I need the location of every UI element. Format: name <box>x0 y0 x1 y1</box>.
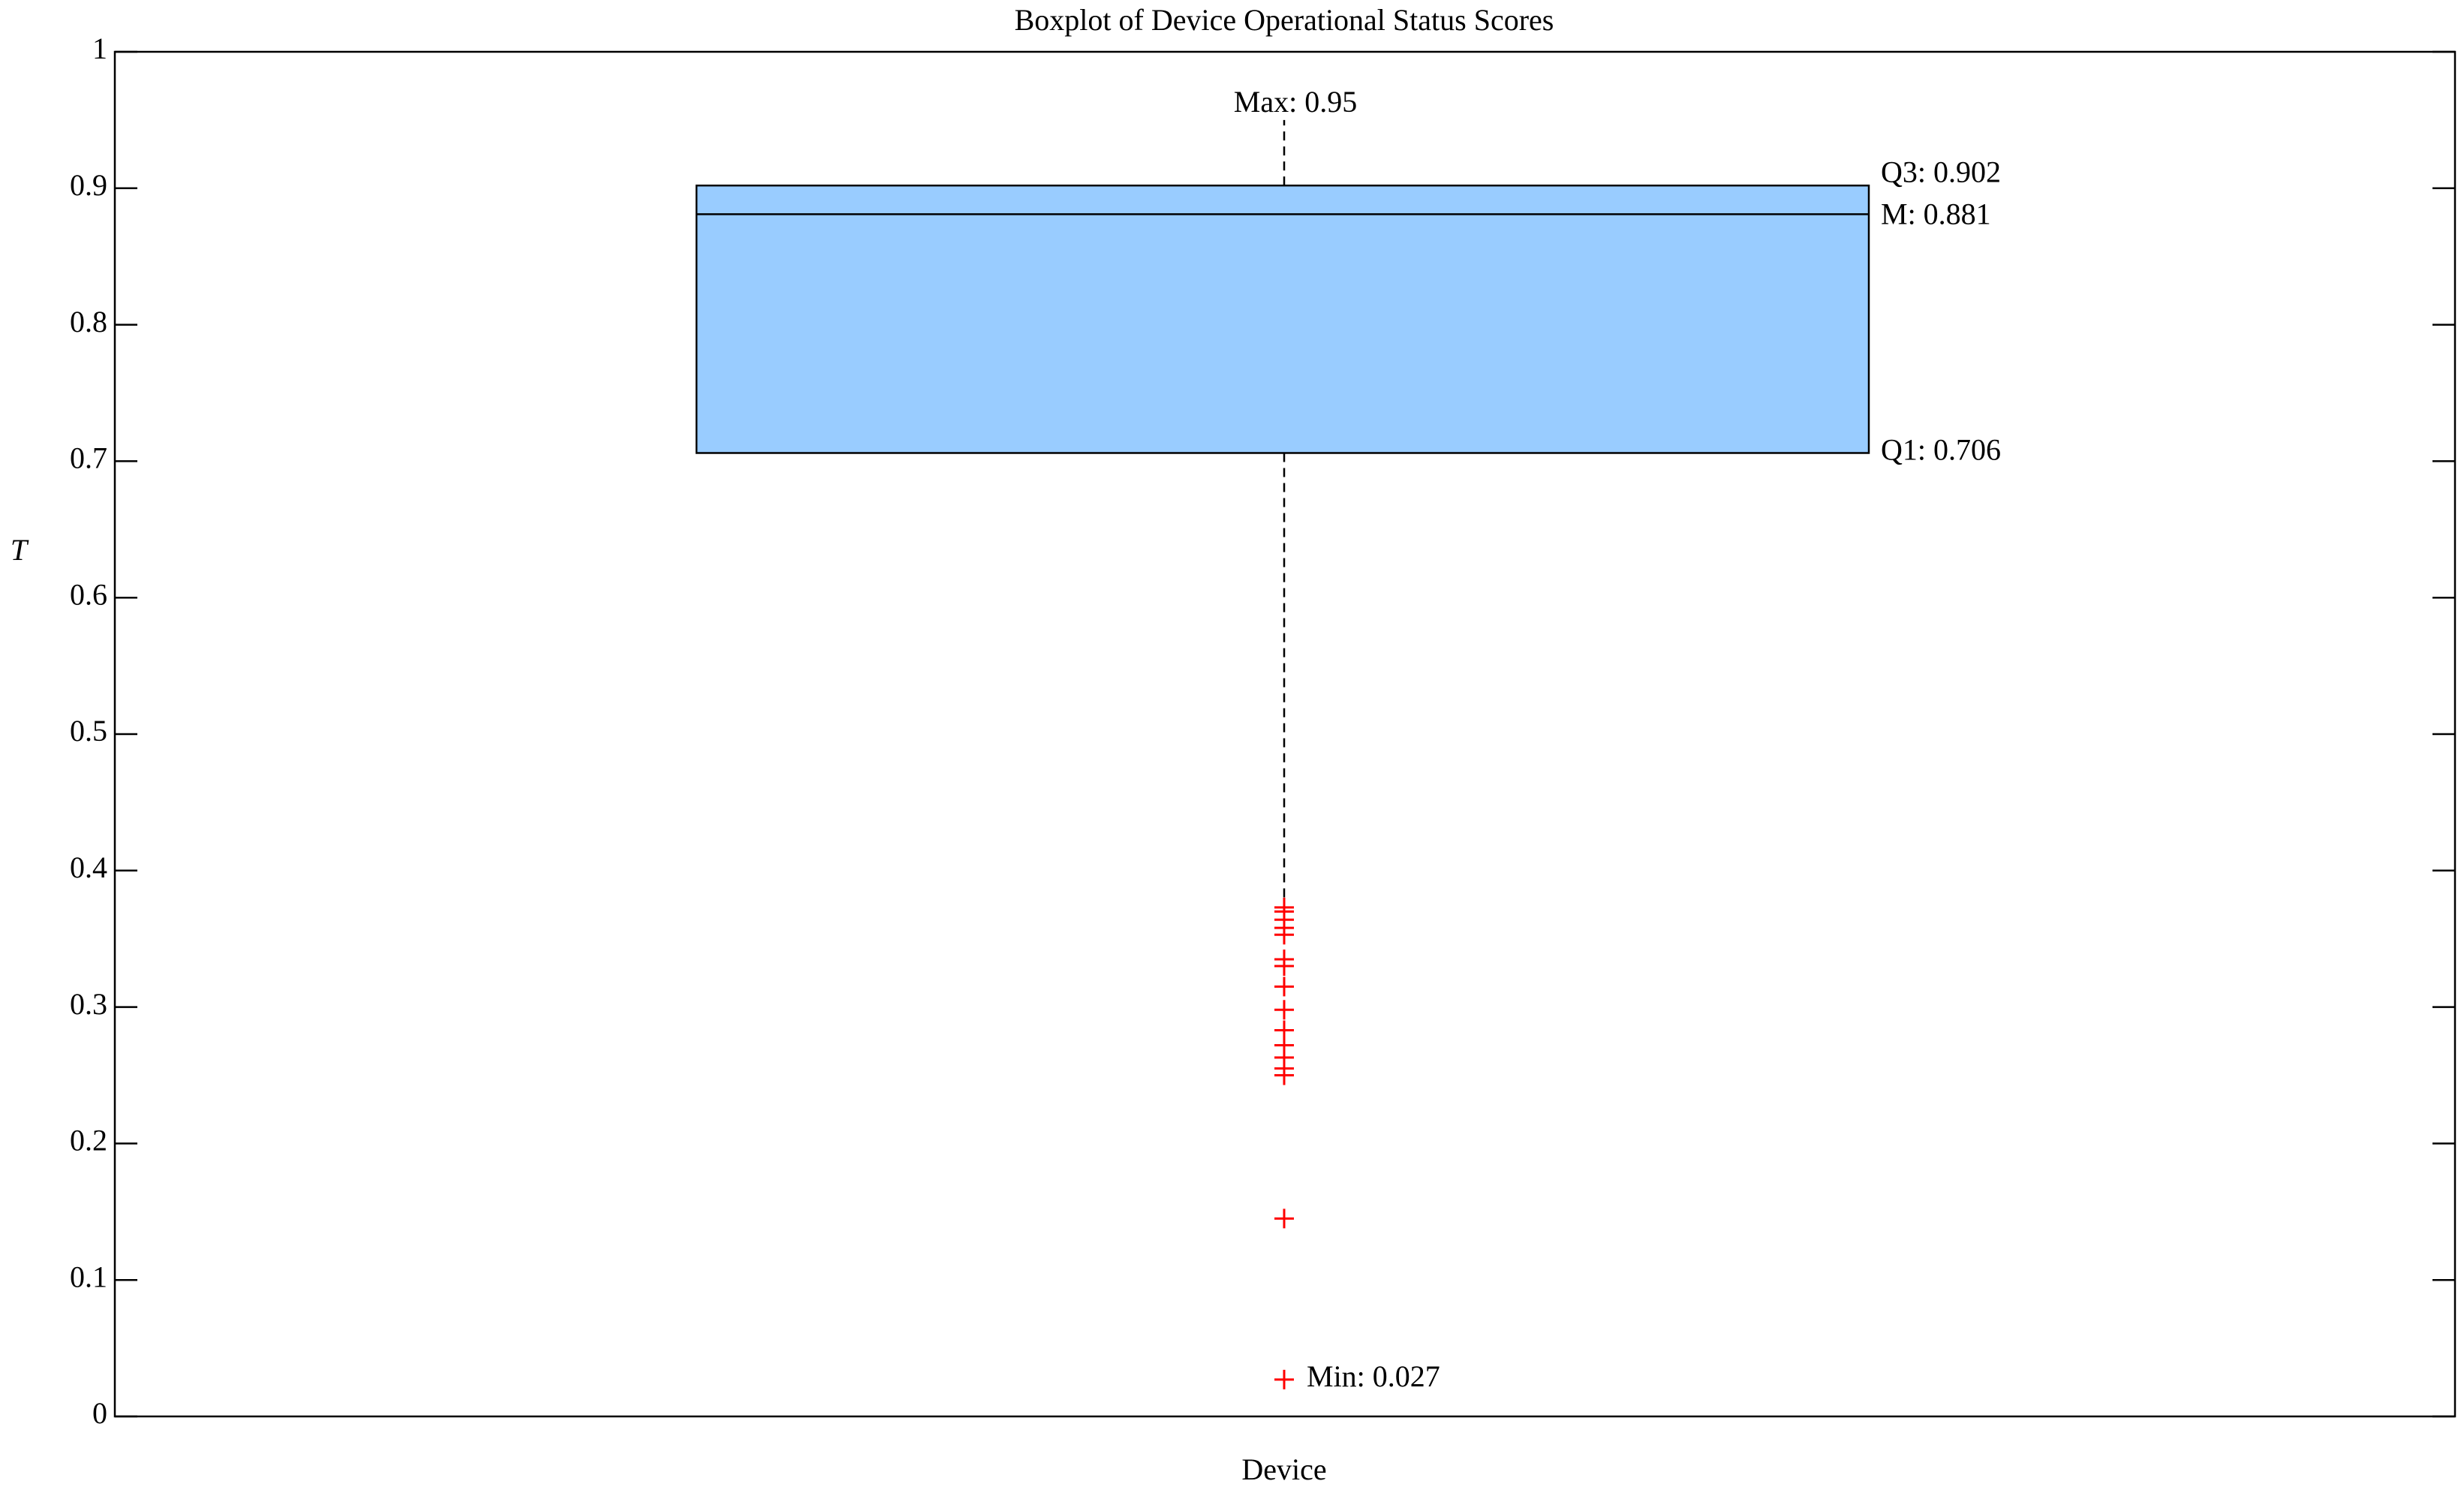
y-tick-label: 0.4 <box>70 850 107 884</box>
y-tick-label: 0.6 <box>70 577 107 611</box>
y-tick-label: 0.5 <box>70 714 107 748</box>
outlier <box>1274 956 1294 977</box>
y-tick-label: 0.9 <box>70 168 107 202</box>
box <box>695 184 1870 454</box>
data-label: Max: 0.95 <box>1234 85 1357 119</box>
y-tick-label: 0.3 <box>70 987 107 1021</box>
y-tick-label: 0 <box>92 1396 107 1430</box>
outlier <box>1274 1369 1294 1389</box>
outlier <box>1274 1065 1294 1085</box>
y-tick-label: 0.2 <box>70 1124 107 1157</box>
y-tick-label: 0.8 <box>70 305 107 339</box>
outlier <box>1274 977 1294 997</box>
x-tick-label: Device <box>1241 1452 1326 1486</box>
y-axis-label: T <box>11 533 29 567</box>
chart-title: Boxplot of Device Operational Status Sco… <box>1015 3 1554 37</box>
y-tick-label: 0.7 <box>70 441 107 475</box>
outlier <box>1274 1000 1294 1020</box>
outlier <box>1274 925 1294 945</box>
data-label: Q3: 0.902 <box>1881 155 2001 188</box>
data-label: Q1: 0.706 <box>1881 433 2001 467</box>
outlier <box>1274 1209 1294 1229</box>
y-tick-label: 0.1 <box>70 1260 107 1293</box>
data-label: M: 0.881 <box>1881 197 1991 231</box>
data-label: Min: 0.027 <box>1307 1359 1440 1393</box>
y-tick-label: 1 <box>92 32 107 65</box>
